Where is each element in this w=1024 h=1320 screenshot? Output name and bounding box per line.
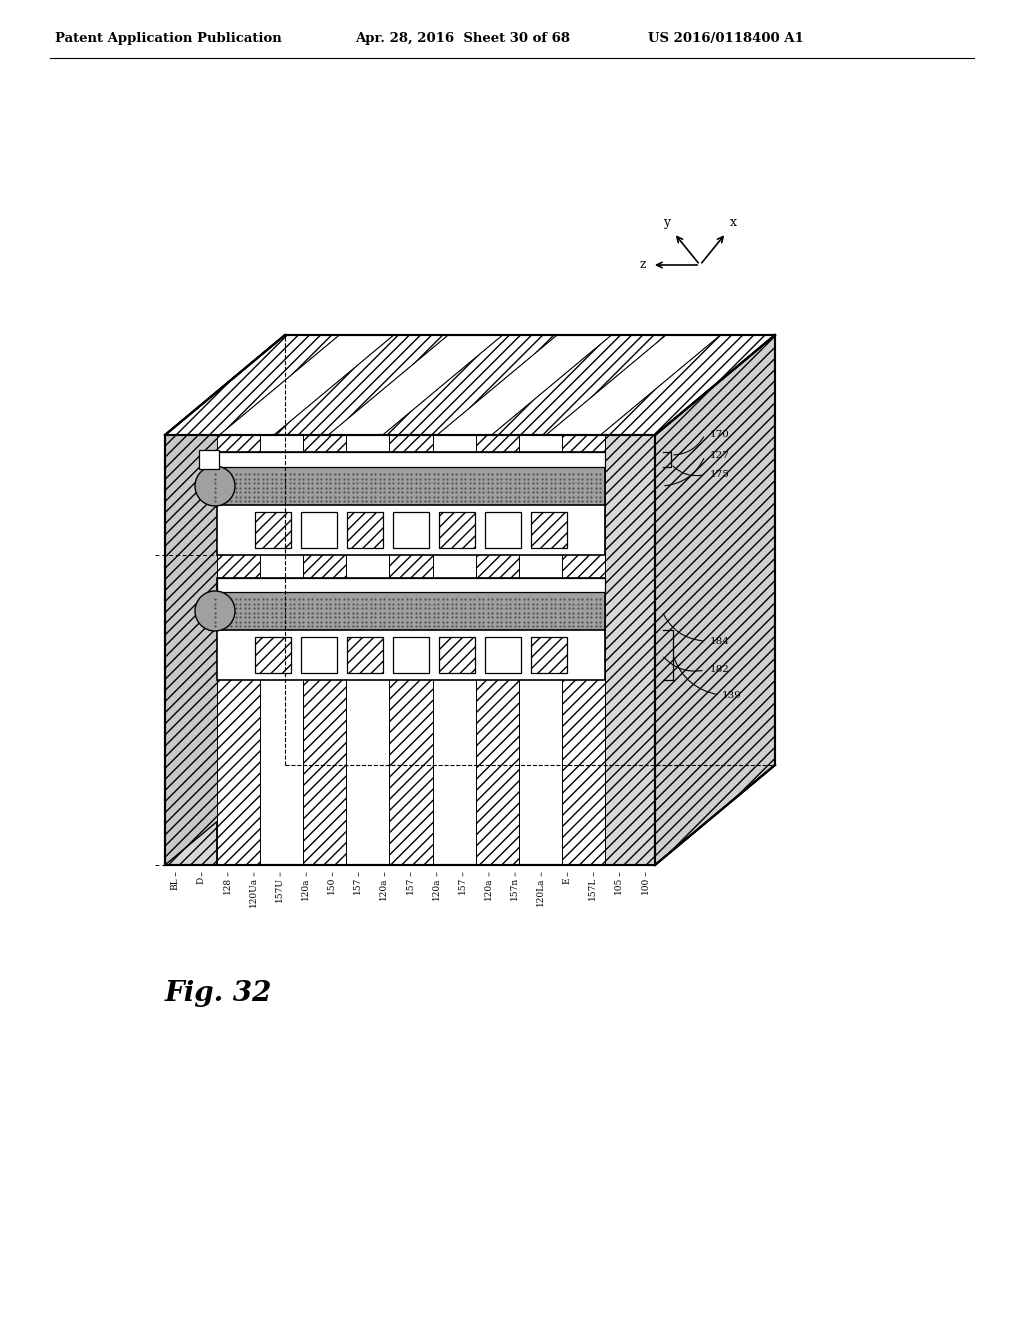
Text: 175: 175: [710, 470, 730, 479]
Text: 157: 157: [458, 876, 467, 895]
Bar: [485, 638, 521, 673]
Bar: [393, 512, 429, 548]
Bar: [393, 638, 429, 673]
Text: 150: 150: [327, 876, 336, 895]
Text: 100: 100: [640, 876, 649, 894]
Text: 120a: 120a: [431, 876, 440, 899]
Bar: [476, 436, 519, 865]
Text: Apr. 28, 2016  Sheet 30 of 68: Apr. 28, 2016 Sheet 30 of 68: [355, 32, 570, 45]
Text: 120Ua: 120Ua: [249, 876, 258, 907]
Bar: [217, 451, 605, 467]
Polygon shape: [383, 335, 557, 436]
Text: 157: 157: [406, 876, 415, 895]
Polygon shape: [492, 335, 666, 436]
Text: 182: 182: [710, 665, 730, 675]
Text: 128: 128: [223, 876, 231, 894]
Polygon shape: [273, 335, 449, 436]
Text: 120a: 120a: [483, 876, 493, 899]
Polygon shape: [329, 335, 503, 436]
Polygon shape: [546, 335, 721, 436]
Polygon shape: [165, 335, 337, 436]
Text: Patent Application Publication: Patent Application Publication: [55, 32, 282, 45]
Text: 157L: 157L: [588, 876, 597, 900]
Polygon shape: [165, 335, 339, 436]
Bar: [165, 436, 217, 865]
Bar: [301, 512, 337, 548]
Polygon shape: [165, 335, 285, 865]
Text: y: y: [663, 216, 670, 228]
Bar: [303, 436, 346, 865]
Bar: [217, 436, 605, 865]
Bar: [346, 436, 389, 865]
Text: 120a: 120a: [301, 876, 310, 899]
Bar: [217, 578, 605, 680]
Polygon shape: [437, 335, 611, 436]
Bar: [439, 512, 475, 548]
Bar: [217, 578, 605, 591]
Text: D: D: [197, 876, 206, 884]
Bar: [519, 436, 562, 865]
Bar: [432, 436, 476, 865]
Text: 184: 184: [710, 636, 730, 645]
Text: 157U: 157U: [275, 876, 284, 902]
Circle shape: [195, 591, 234, 631]
Text: 139: 139: [722, 690, 741, 700]
Bar: [217, 591, 605, 630]
Bar: [255, 638, 291, 673]
Circle shape: [195, 466, 234, 506]
Bar: [531, 512, 567, 548]
Polygon shape: [600, 335, 775, 436]
Bar: [605, 436, 655, 865]
Text: z: z: [640, 259, 646, 272]
Bar: [217, 436, 260, 865]
Text: 157n: 157n: [510, 876, 519, 900]
Bar: [439, 638, 475, 673]
Bar: [199, 450, 219, 469]
Bar: [562, 436, 605, 865]
Bar: [485, 512, 521, 548]
Text: 170: 170: [710, 430, 730, 440]
Text: 120a: 120a: [379, 876, 388, 899]
Bar: [347, 512, 383, 548]
Text: US 2016/0118400 A1: US 2016/0118400 A1: [648, 32, 804, 45]
Text: E: E: [562, 876, 571, 883]
Bar: [347, 638, 383, 673]
Bar: [531, 638, 567, 673]
Text: 120La: 120La: [536, 876, 545, 906]
Text: 127: 127: [710, 451, 730, 461]
Text: x: x: [730, 216, 737, 228]
Bar: [217, 451, 605, 554]
Bar: [260, 436, 303, 865]
Text: Fig. 32: Fig. 32: [165, 979, 272, 1007]
Polygon shape: [655, 335, 775, 865]
Text: BL: BL: [171, 876, 179, 890]
Bar: [255, 512, 291, 548]
Polygon shape: [219, 335, 394, 436]
Bar: [217, 467, 605, 506]
Text: 157: 157: [353, 876, 362, 895]
Bar: [389, 436, 432, 865]
Text: 105: 105: [614, 876, 624, 895]
Bar: [301, 638, 337, 673]
